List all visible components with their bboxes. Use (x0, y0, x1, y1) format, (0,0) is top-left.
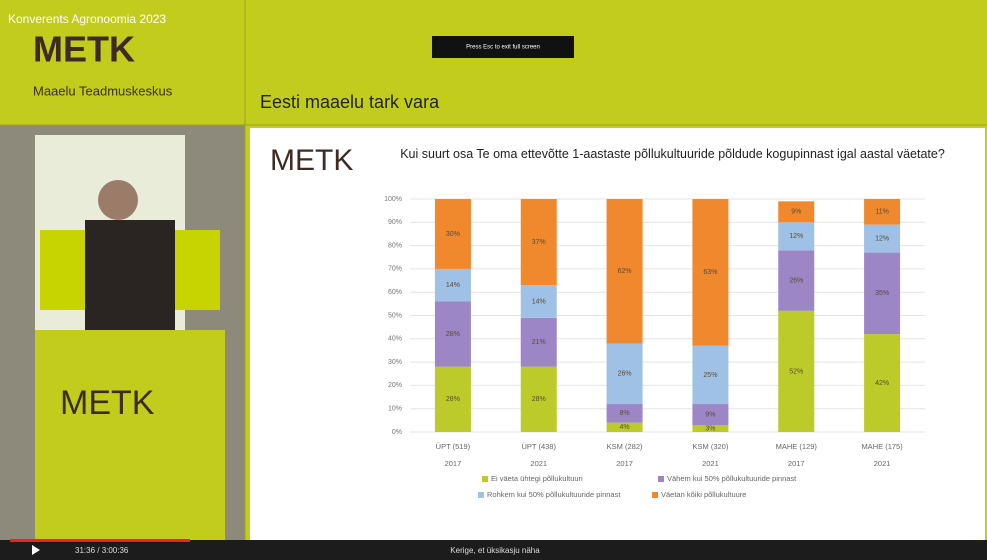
data-label: 26% (618, 371, 632, 378)
event-title: Konverents Agronoomia 2023 (8, 12, 166, 26)
y-tick-label: 70% (388, 266, 402, 273)
legend-label: Rohkem kui 50% põllukultuuride pinnast (487, 490, 621, 499)
data-label: 52% (789, 368, 803, 375)
legend-swatch (482, 476, 488, 482)
y-tick-label: 100% (384, 196, 402, 203)
progress[interactable] (10, 539, 190, 542)
y-tick-label: 20% (388, 382, 402, 389)
data-label: 37% (532, 239, 546, 246)
x-tick-label: 2021 (530, 459, 547, 468)
x-tick-label: KSM (282) (607, 442, 643, 451)
data-label: 28% (446, 396, 460, 403)
legend-label: Väetan kõiki põllukultuure (661, 490, 746, 499)
x-tick-label: 2021 (874, 459, 891, 468)
data-label: 26% (789, 277, 803, 284)
data-label: 62% (618, 268, 632, 275)
chart-title: Kui suurt osa Te oma ettevõtte 1-aastast… (385, 147, 960, 161)
time: 31:36 / 3:00:36 (75, 546, 129, 555)
x-tick-label: MAHE (129) (776, 442, 818, 451)
data-label: 9% (705, 411, 715, 418)
data-label: 8% (620, 410, 630, 417)
data-label: 28% (532, 396, 546, 403)
legend-label: Ei väeta ühtegi põllukultuuri (491, 474, 583, 483)
fullscreen-hint: Press Esc to exit full screen (466, 45, 540, 51)
data-label: 25% (703, 372, 717, 379)
x-tick-label: 2017 (788, 459, 805, 468)
data-label: 14% (446, 282, 460, 289)
data-label: 42% (875, 380, 889, 387)
y-tick-label: 0% (392, 429, 402, 436)
y-tick-label: 30% (388, 359, 402, 366)
x-tick-label: 2021 (702, 459, 719, 468)
x-tick-label: KSM (320) (692, 442, 728, 451)
speaker-head (98, 180, 138, 220)
legend-label: Vähem kui 50% põllukultuuride pinnast (667, 474, 797, 483)
speaker (85, 220, 175, 330)
data-label: 3% (705, 425, 715, 432)
y-tick-label: 50% (388, 312, 402, 319)
y-tick-label: 40% (388, 336, 402, 343)
data-label: 12% (789, 233, 803, 240)
y-tick-label: 90% (388, 219, 402, 226)
x-tick-label: 2017 (445, 459, 462, 468)
data-label: 63% (703, 269, 717, 276)
data-label: 35% (875, 290, 889, 297)
logo-sub: Maaelu Teadmuskeskus (33, 83, 173, 98)
data-label: 12% (875, 235, 889, 242)
y-tick-label: 80% (388, 242, 402, 249)
video-player: Press Esc to exit full screen Konverents… (0, 0, 987, 560)
data-label: 11% (875, 209, 889, 216)
y-tick-label: 60% (388, 289, 402, 296)
legend-swatch (478, 492, 484, 498)
slide-title: Eesti maaelu tark vara (260, 92, 440, 112)
data-label: 4% (620, 424, 630, 431)
data-label: 21% (532, 339, 546, 346)
scroll-hint: Kerige, et üksikasju näha (450, 546, 540, 555)
data-label: 14% (532, 298, 546, 305)
podium-logo: METK (60, 384, 155, 422)
x-tick-label: 2017 (616, 459, 633, 468)
legend-swatch (652, 492, 658, 498)
data-label: 30% (446, 231, 460, 238)
legend-swatch (658, 476, 664, 482)
logo: METK (33, 29, 135, 70)
y-tick-label: 10% (388, 406, 402, 413)
podium (35, 330, 225, 540)
data-label: 28% (446, 331, 460, 338)
x-tick-label: ÜPT (519) (436, 442, 471, 451)
data-label: 9% (791, 209, 801, 216)
x-tick-label: ÜPT (438) (522, 442, 557, 451)
slide-logo: METK (270, 144, 353, 177)
frame: Press Esc to exit full screen Konverents… (0, 0, 987, 560)
x-tick-label: MAHE (175) (861, 442, 903, 451)
